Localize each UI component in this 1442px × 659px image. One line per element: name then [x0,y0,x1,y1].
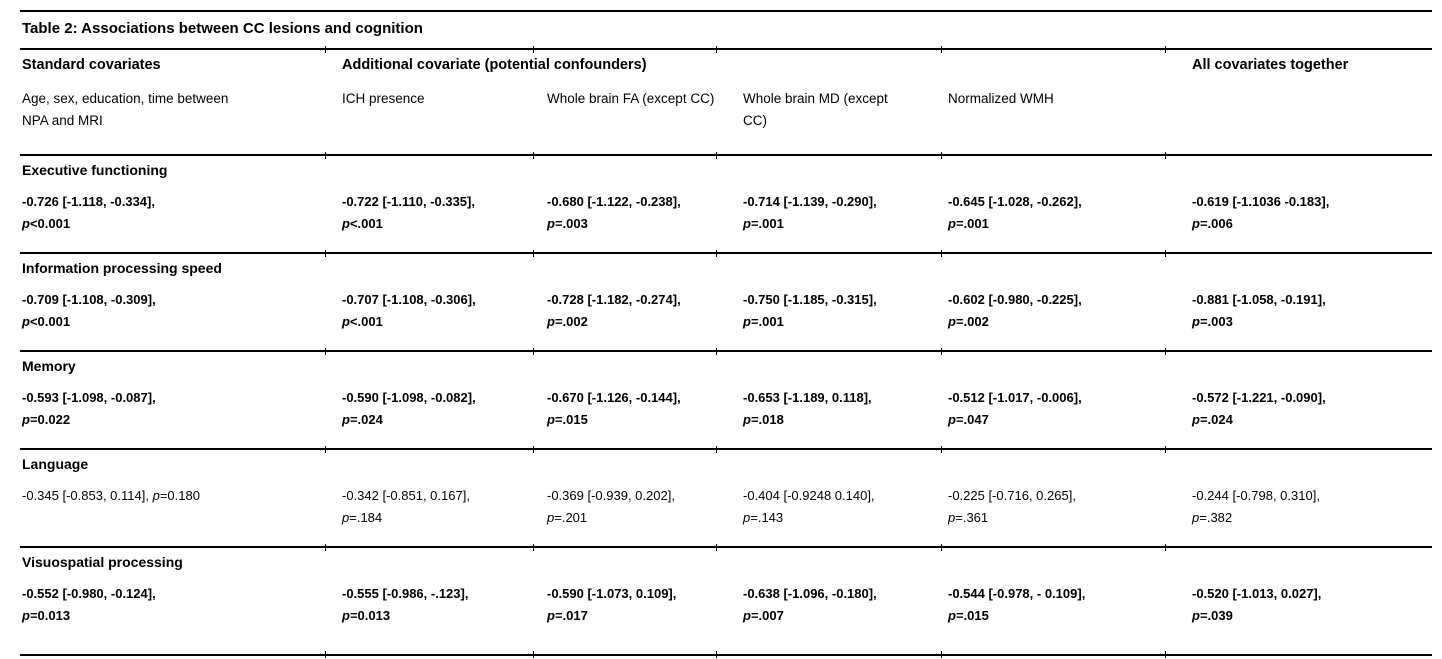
rule-tick [941,46,942,53]
rule-tick [533,152,534,159]
rule-tick [1165,46,1166,53]
section-data-row: -0.726 [-1.118, -0.334], p<0.001 -0.722 [-… [20,191,1432,252]
header-all-covariates-together: All covariates together [1192,57,1349,73]
cell-memory-standard-covariates: -0.593 [-1.098, -0.087], p=0.022 [22,390,156,427]
cell-visuospatial-processing-whole-brain-fa: -0.590 [-1.073, 0.109], p=.017 [547,586,677,623]
cell-executive-functioning-normalized-wmh: -0.645 [-1.028, -0.262], p=.001 [948,194,1082,231]
rule-tick [533,544,534,551]
rule-tick [716,250,717,257]
table-body: Executive functioning -0.726 [-1.118, -0.… [20,152,1432,654]
cell-information-processing-speed-all-covariates: -0.881 [-1.058, -0.191], p=.003 [1192,292,1326,329]
subheader-whole-brain-fa: Whole brain FA (except CC) [547,91,715,106]
section-visuospatial-processing: Visuospatial processing -0.552 [-0.980, -… [20,544,1432,654]
cell-language-standard-covariates: -0.345 [-0.853, 0.114], p=0.180 [22,488,200,503]
subheader-normalized-wmh: Normalized WMH [948,91,1054,106]
rule-tick [1165,544,1166,551]
rule-tick [325,651,326,658]
rule-tick [533,46,534,53]
subheader-standard-covariates: Age, sex, education, time between NPA an… [22,91,229,128]
cell-visuospatial-processing-ich-presence: -0.555 [-0.986, -.123], p=0.013 [342,586,469,623]
rule-tick [1165,152,1166,159]
cell-language-whole-brain-fa: -0.369 [-0.939, 0.202], p=.201 [547,488,675,525]
rule-tick [533,651,534,658]
rule-tick [941,250,942,257]
rule-tick [941,446,942,453]
cell-executive-functioning-whole-brain-fa: -0.680 [-1.122, -0.238], p=.003 [547,194,681,231]
rule-tick [941,348,942,355]
header-row-groups: Standard covariates Additional covariate… [20,56,1432,74]
cell-visuospatial-processing-normalized-wmh: -0.544 [-0.978, - 0.109], p=.015 [948,586,1086,623]
header-row-subheaders: Age, sex, education, time between NPA an… [20,88,1432,154]
section-label-visuospatial-processing: Visuospatial processing [22,554,183,570]
cell-visuospatial-processing-whole-brain-md: -0.638 [-1.096, -0.180], p=.007 [743,586,877,623]
rule-tick [1165,651,1166,658]
rule-tick [325,250,326,257]
cell-memory-ich-presence: -0.590 [-1.098, -0.082], p=.024 [342,390,476,427]
cell-language-whole-brain-md: -0.404 [-0.9248 0.140], p=.143 [743,488,875,525]
rule-tick [941,651,942,658]
paper-table: Table 2: Associations between CC lesions… [20,10,1432,658]
rule-tick [325,152,326,159]
cell-executive-functioning-whole-brain-md: -0.714 [-1.139, -0.290], p=.001 [743,194,877,231]
rule-tick [716,446,717,453]
rule-tick [716,544,717,551]
section-information-processing-speed: Information processing speed -0.709 [-1.1… [20,250,1432,350]
section-language: Language -0.345 [-0.853, 0.114], p=0.180-… [20,446,1432,546]
section-executive-functioning: Executive functioning -0.726 [-1.118, -0.… [20,152,1432,252]
header-standard-covariates: Standard covariates [22,57,161,73]
rule-tick [1165,250,1166,257]
rule-tick [716,152,717,159]
cell-memory-whole-brain-fa: -0.670 [-1.126, -0.144], p=.015 [547,390,681,427]
cell-memory-whole-brain-md: -0.653 [-1.189, 0.118], p=.018 [743,390,872,427]
rule-tick [1165,446,1166,453]
cell-visuospatial-processing-standard-covariates: -0.552 [-0.980, -0.124], p=0.013 [22,586,156,623]
section-memory: Memory -0.593 [-1.098, -0.087], p=0.022 -0.… [20,348,1432,448]
rule-tick [716,46,717,53]
section-label-language: Language [22,456,89,472]
cell-memory-normalized-wmh: -0.512 [-1.017, -0.006], p=.047 [948,390,1082,427]
table-header: Standard covariates Additional covariate… [20,46,1432,154]
rule-tick [716,651,717,658]
cell-language-ich-presence: -0.342 [-0.851, 0.167], p=.184 [342,488,470,525]
header-additional-covariate-group: Additional covariate (potential confound… [342,57,647,73]
cell-language-all-covariates: -0.244 [-0.798, 0.310], p=.382 [1192,488,1320,525]
cell-information-processing-speed-whole-brain-fa: -0.728 [-1.182, -0.274], p=.002 [547,292,681,329]
subheader-whole-brain-md: Whole brain MD (except CC) [743,91,888,128]
cell-information-processing-speed-whole-brain-md: -0.750 [-1.185, -0.315], p=.001 [743,292,877,329]
rule-tick [533,348,534,355]
table-title-block: Table 2: Associations between CC lesions… [20,10,1432,48]
section-label-executive-functioning: Executive functioning [22,162,168,178]
subheader-ich-presence: ICH presence [342,91,425,106]
rule-tick [533,250,534,257]
subheader-all-covariates [1190,88,1432,132]
cell-language-normalized-wmh: -0.225 [-0.716, 0.265], p=.361 [948,488,1076,525]
rule-tick [325,46,326,53]
cell-executive-functioning-all-covariates: -0.619 [-1.1036 -0.183], p=.006 [1192,194,1330,231]
section-data-row: -0.552 [-0.980, -0.124], p=0.013 -0.555 [-… [20,583,1432,654]
section-data-row: -0.709 [-1.108, -0.309], p<0.001 -0.707 [-… [20,289,1432,350]
section-data-row: -0.593 [-1.098, -0.087], p=0.022 -0.590 [-… [20,387,1432,448]
cell-visuospatial-processing-all-covariates: -0.520 [-1.013, 0.027], p=.039 [1192,586,1322,623]
rule-tick [325,446,326,453]
rule-tick [941,152,942,159]
cell-executive-functioning-standard-covariates: -0.726 [-1.118, -0.334], p<0.001 [22,194,155,231]
rule-tick [533,446,534,453]
cell-information-processing-speed-ich-presence: -0.707 [-1.108, -0.306], p<.001 [342,292,476,329]
rule-tick [325,544,326,551]
section-label-information-processing-speed: Information processing speed [22,260,222,276]
cell-executive-functioning-ich-presence: -0.722 [-1.110, -0.335], p<.001 [342,194,475,231]
table-title: Table 2: Associations between CC lesions… [22,20,423,37]
rule-tick [1165,348,1166,355]
section-data-row: -0.345 [-0.853, 0.114], p=0.180 -0.342 [-… [20,485,1432,546]
cell-information-processing-speed-standard-covariates: -0.709 [-1.108, -0.309], p<0.001 [22,292,156,329]
cell-information-processing-speed-normalized-wmh: -0.602 [-0.980, -0.225], p=.002 [948,292,1082,329]
section-label-memory: Memory [22,358,76,374]
rule-tick [941,544,942,551]
rule-tick [716,348,717,355]
cell-memory-all-covariates: -0.572 [-1.221, -0.090], p=.024 [1192,390,1326,427]
rule-tick [325,348,326,355]
